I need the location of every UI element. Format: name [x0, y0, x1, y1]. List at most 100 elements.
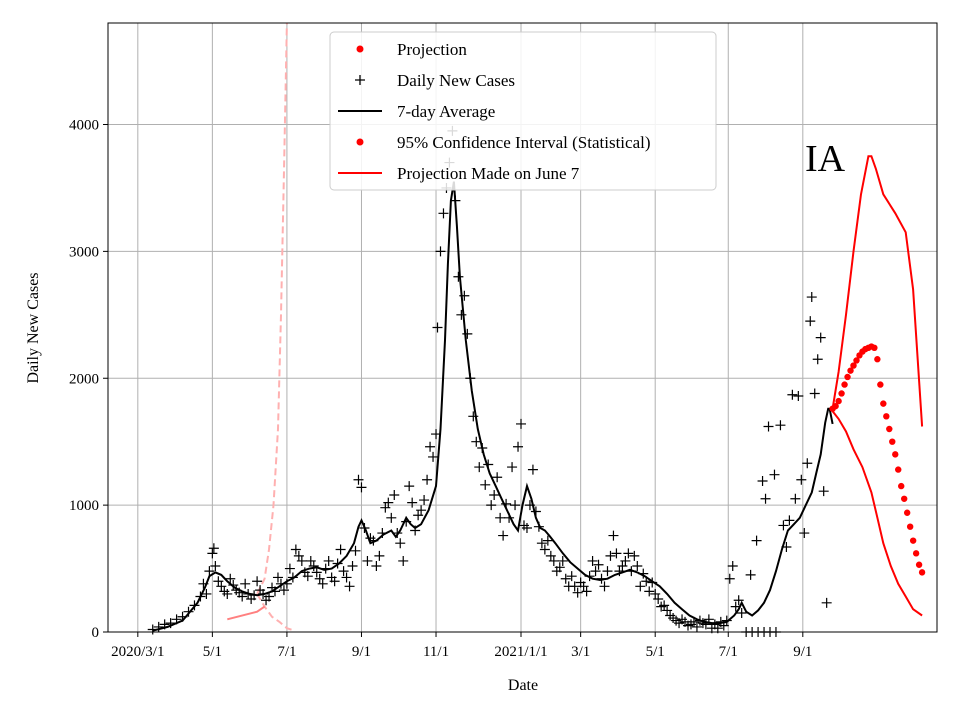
x-tick-label: 7/1 [277, 644, 296, 660]
x-tick-label: 2021/1/1 [494, 644, 547, 660]
daily-new-cases-marker [536, 538, 547, 549]
daily-new-cases-marker [516, 418, 527, 429]
seven-day-average-line [152, 181, 834, 632]
x-tick-label: 5/1 [646, 644, 665, 660]
y-tick-label: 1000 [69, 498, 99, 514]
daily-new-cases-marker [407, 497, 418, 508]
daily-new-cases-marker [784, 515, 795, 526]
daily-new-cases-marker [745, 569, 756, 580]
daily-new-cases-marker [362, 555, 373, 566]
daily-new-cases-marker [350, 545, 361, 556]
daily-new-cases-marker [818, 486, 829, 497]
daily-new-cases-marker [305, 555, 316, 566]
projection-dot [909, 537, 917, 544]
daily-new-cases-marker [210, 561, 221, 572]
daily-new-cases-marker [489, 489, 500, 500]
daily-new-cases-marker [153, 621, 164, 632]
daily-new-cases-marker [775, 420, 786, 431]
daily-new-cases-marker [416, 505, 427, 516]
daily-new-cases-marker [763, 421, 774, 432]
daily-new-cases-marker [617, 561, 628, 572]
daily-new-cases-marker [419, 495, 430, 506]
daily-new-cases-marker [548, 555, 559, 566]
daily-new-cases-marker [751, 535, 762, 546]
daily-new-cases-marker [290, 544, 301, 555]
x-tick-label: 5/1 [203, 644, 222, 660]
daily-new-cases-marker [278, 585, 289, 596]
daily-new-cases-marker [578, 581, 589, 592]
daily-new-cases-marker [432, 322, 443, 333]
y-tick-label: 3000 [69, 244, 99, 260]
daily-new-cases-marker [435, 246, 446, 257]
daily-new-cases-marker [769, 469, 780, 480]
daily-new-cases-marker [240, 578, 251, 589]
daily-new-cases-marker [790, 493, 801, 504]
daily-new-cases-marker [462, 328, 473, 339]
daily-new-cases-marker [428, 451, 439, 462]
daily-new-cases-marker [225, 573, 236, 584]
projection-june7-group [227, 22, 295, 632]
daily-new-cases-marker [213, 576, 224, 587]
daily-new-cases-marker [204, 566, 215, 577]
daily-new-cases-marker [317, 578, 328, 589]
projection-dot [847, 367, 854, 374]
confidence-interval-group [831, 155, 924, 617]
projection-dot [835, 397, 842, 405]
daily-new-cases-marker [691, 621, 702, 632]
daily-new-cases-marker [632, 561, 643, 572]
daily-new-cases-marker [456, 309, 467, 320]
daily-new-cases-marker [629, 550, 640, 561]
daily-new-cases-marker [787, 389, 798, 400]
ci-upper-line [831, 155, 924, 427]
legend-label-june7: Projection Made on June 7 [397, 164, 580, 183]
seven-day-average-group [152, 181, 834, 632]
daily-new-cases-marker [329, 576, 340, 587]
daily-new-cases-marker [799, 528, 810, 539]
projection-dot [871, 344, 878, 351]
daily-new-cases-marker [495, 512, 506, 523]
daily-new-cases-marker [471, 436, 482, 447]
legend-marker-dot [356, 138, 364, 146]
daily-new-cases-marker [425, 441, 436, 452]
projection-dot [832, 402, 839, 410]
daily-new-cases-marker [323, 555, 334, 566]
daily-new-cases-marker [736, 607, 747, 618]
plot-frame [107, 22, 938, 633]
projection-june7-line [227, 605, 266, 621]
daily-new-cases-marker [207, 548, 218, 559]
daily-new-cases-marker [353, 474, 364, 485]
daily-new-cases-marker [662, 605, 673, 616]
daily-new-cases-marker [721, 615, 732, 626]
daily-new-cases-marker [510, 500, 521, 511]
daily-new-cases-marker [335, 544, 346, 555]
legend-label-avg: 7-day Average [397, 102, 495, 121]
daily-new-cases-marker [724, 573, 735, 584]
daily-new-cases-marker [539, 544, 550, 555]
daily-new-cases-marker [498, 530, 509, 541]
daily-new-cases-marker [201, 588, 212, 599]
projection-june7-lower-line [256, 593, 295, 632]
daily-new-cases-marker [644, 586, 655, 597]
daily-new-cases-marker [599, 581, 610, 592]
projection-dot [912, 550, 920, 557]
projection-dot [903, 509, 911, 516]
legend-label-daily: Daily New Cases [397, 71, 515, 90]
daily-new-cases-marker [572, 587, 583, 598]
x-tick-label: 9/1 [352, 644, 371, 660]
legend-box [329, 31, 717, 191]
daily-new-cases-marker [486, 500, 497, 511]
projection-june7-upper-line [256, 22, 288, 595]
daily-new-cases-marker [272, 572, 283, 583]
daily-new-cases-marker [542, 535, 553, 546]
daily-new-cases-marker [474, 462, 485, 473]
legend-label-projection: Projection [397, 40, 467, 59]
daily-new-cases-marker [812, 354, 823, 365]
projection-dot [844, 373, 851, 381]
daily-new-cases-marker [602, 566, 613, 577]
y-axis: 0 1000 2000 3000 4000 [69, 118, 108, 641]
daily-new-cases-marker [527, 464, 538, 475]
daily-new-cases-marker [793, 391, 804, 402]
daily-new-cases-marker [557, 555, 568, 566]
daily-new-cases-marker [252, 576, 263, 587]
legend-marker-dot [356, 45, 364, 53]
